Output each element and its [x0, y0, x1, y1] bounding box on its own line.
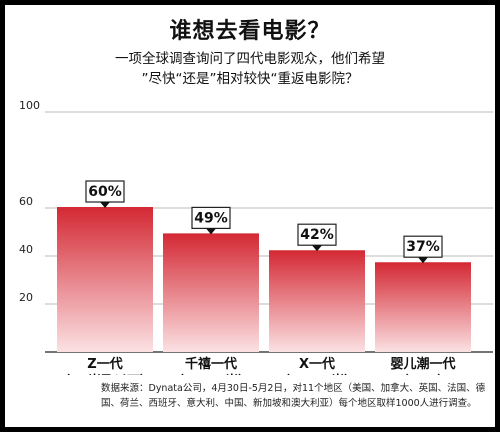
- y-tick-label: 20: [19, 291, 33, 304]
- bar: [163, 234, 259, 352]
- y-tick-label: 100: [19, 99, 40, 112]
- category-label: 千禧一代: [185, 356, 237, 372]
- category-label: 婴儿潮一代: [390, 356, 455, 372]
- data-label: 60%: [88, 184, 122, 200]
- data-label: 37%: [406, 239, 440, 255]
- data-label-pointer: [100, 202, 110, 208]
- bar: [375, 263, 471, 352]
- bar: [57, 208, 153, 352]
- source-note: 数据来源：Dynata公司，4月30日-5月2日，对11个地区（美国、加拿大、英…: [101, 383, 486, 409]
- category-sublabel: （25岁及以下）: [57, 373, 153, 375]
- chart-title: 谁想去看电影？: [169, 19, 331, 44]
- y-tick-label: 40: [19, 243, 33, 256]
- y-tick-label: 60: [19, 195, 33, 208]
- category-sublabel: （55+）: [396, 373, 451, 375]
- bar: [269, 251, 365, 352]
- category-label: X一代: [299, 356, 335, 372]
- subtitle-line-1: 一项全球调查询问了四代电影观众，他们希望: [115, 51, 385, 67]
- data-label-pointer: [312, 245, 322, 252]
- category-sublabel: （26-44岁）: [171, 373, 252, 375]
- chart-panel: 谁想去看电影？ 一项全球调查询问了四代电影观众，他们希望 ”尽快“还是”相对较快…: [5, 5, 495, 427]
- chart-subtitle: 一项全球调查询问了四代电影观众，他们希望 ”尽快“还是”相对较快“重返电影院？: [5, 49, 495, 89]
- subtitle-line-2: ”尽快“还是”相对较快“重返电影院？: [141, 71, 359, 87]
- data-label-pointer: [206, 228, 216, 235]
- data-label-pointer: [418, 257, 428, 264]
- category-sublabel: （45-54岁）: [277, 373, 358, 375]
- data-label: 42%: [300, 227, 334, 243]
- data-label: 49%: [194, 210, 228, 226]
- bar-chart: 20 40 60 100 60% 49% 42% 37% Z一代（25岁及以下） 千禧一代（2…: [19, 99, 493, 375]
- category-label: Z一代: [87, 356, 122, 372]
